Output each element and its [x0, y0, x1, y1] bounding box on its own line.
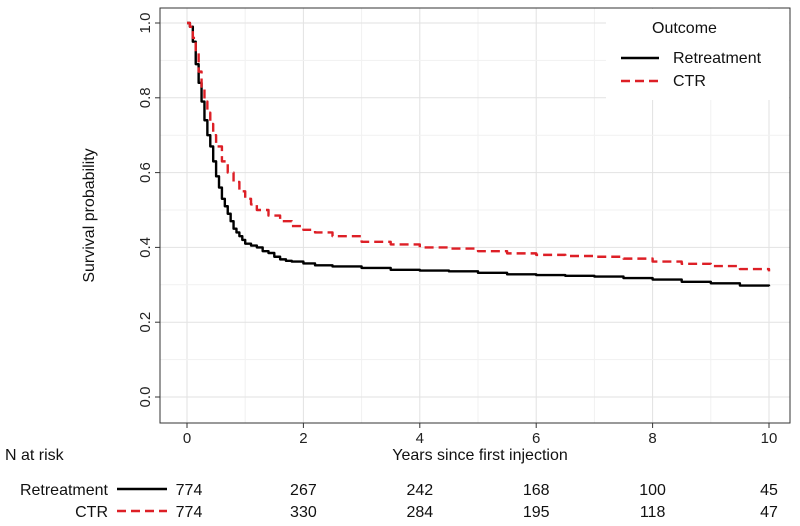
- legend-title: Outcome: [652, 20, 717, 37]
- risk-value: 47: [760, 504, 778, 521]
- x-tick-label: 4: [416, 430, 424, 447]
- risk-value: 284: [406, 504, 433, 521]
- risk-value: 774: [176, 482, 203, 499]
- y-tick-label: 0.0: [137, 387, 154, 408]
- legend-label-ctr: CTR: [673, 73, 706, 90]
- x-tick-label: 6: [532, 430, 540, 447]
- risk-value: 242: [406, 482, 433, 499]
- risk-table-title: N at risk: [5, 447, 65, 464]
- series-line-retreatment: [187, 21, 771, 287]
- plot-axes: 0 2 4 6 8 10 0.0 0.2 0.4 0.6 0.8 1.0 Years since fir…: [81, 7, 791, 464]
- y-tick-label: 1.0: [137, 13, 154, 34]
- risk-value: 45: [760, 482, 778, 499]
- x-axis-title: Years since first injection: [392, 447, 568, 464]
- risk-value: 330: [290, 504, 317, 521]
- risk-value: 118: [640, 504, 666, 521]
- risk-value: 195: [523, 504, 550, 521]
- risk-row-name-retreatment: Retreatment: [20, 482, 109, 499]
- survival-curves: [187, 21, 771, 287]
- risk-value: 267: [290, 482, 317, 499]
- y-tick-label: 0.2: [137, 312, 154, 333]
- legend-box: [606, 9, 789, 100]
- legend: Outcome Retreatment CTR: [606, 9, 789, 100]
- y-tick-label: 0.6: [137, 162, 154, 183]
- y-tick-label: 0.4: [137, 237, 154, 258]
- legend-label-retreatment: Retreatment: [673, 50, 762, 67]
- x-tick-label: 0: [183, 430, 191, 447]
- x-tick-label: 10: [761, 430, 778, 447]
- series-line-ctr: [187, 21, 771, 272]
- risk-value: 774: [176, 504, 203, 521]
- x-tick-label: 2: [299, 430, 307, 447]
- y-tick-label: 0.8: [137, 87, 154, 108]
- plot-frame: [159, 7, 791, 424]
- risk-table: N at risk Retreatment 774 267 242 168 100 45 CTR…: [5, 447, 778, 521]
- risk-value: 168: [523, 482, 550, 499]
- y-axis-title: Survival probability: [81, 148, 98, 282]
- x-tick-label: 8: [648, 430, 656, 447]
- risk-value: 100: [639, 482, 666, 499]
- risk-row-name-ctr: CTR: [75, 504, 108, 521]
